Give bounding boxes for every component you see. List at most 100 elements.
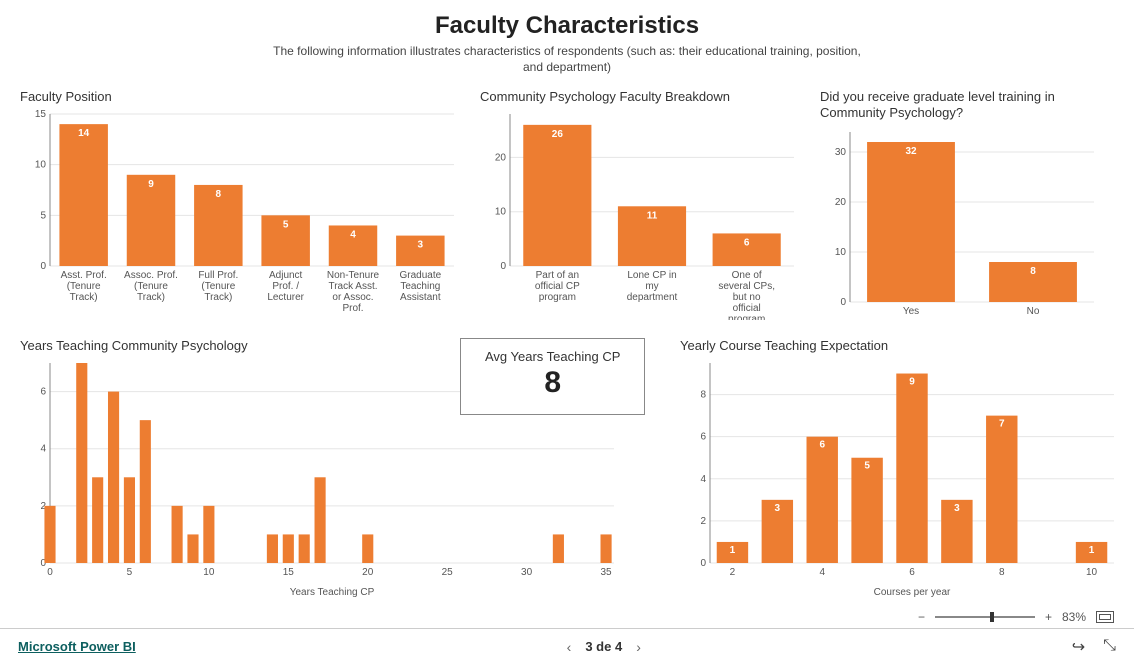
chart-title: Community Psychology Faculty Breakdown bbox=[480, 89, 800, 104]
svg-text:8: 8 bbox=[1030, 266, 1036, 277]
chart-grad-training[interactable]: Did you receive graduate level training … bbox=[820, 89, 1100, 328]
svg-text:4: 4 bbox=[40, 443, 46, 454]
svg-text:5: 5 bbox=[127, 567, 133, 578]
svg-text:Prof. /: Prof. / bbox=[272, 281, 299, 292]
svg-text:20: 20 bbox=[835, 197, 847, 208]
svg-text:26: 26 bbox=[552, 129, 564, 140]
chart-svg: 05101514Asst. Prof.(TenureTrack)9Assoc. … bbox=[20, 110, 460, 320]
svg-text:Track): Track) bbox=[137, 292, 165, 303]
svg-text:5: 5 bbox=[40, 211, 46, 222]
zoom-in-button[interactable]: + bbox=[1045, 610, 1052, 624]
avg-years-card[interactable]: Avg Years Teaching CP 8 bbox=[460, 338, 645, 415]
card-value: 8 bbox=[485, 366, 620, 400]
svg-text:8: 8 bbox=[216, 189, 222, 200]
svg-text:4: 4 bbox=[819, 567, 825, 578]
zoom-bar: − + 83% bbox=[0, 604, 1134, 624]
fit-to-page-icon[interactable] bbox=[1096, 611, 1114, 623]
svg-text:(Tenure: (Tenure bbox=[67, 281, 101, 292]
svg-text:30: 30 bbox=[521, 567, 533, 578]
svg-text:6: 6 bbox=[700, 431, 706, 442]
svg-text:30: 30 bbox=[835, 147, 847, 158]
svg-text:0: 0 bbox=[700, 558, 706, 569]
svg-text:or Assoc.: or Assoc. bbox=[332, 292, 373, 303]
svg-text:Full Prof.: Full Prof. bbox=[198, 270, 238, 281]
svg-text:program: program bbox=[539, 292, 576, 303]
svg-text:0: 0 bbox=[47, 567, 53, 578]
svg-text:9: 9 bbox=[148, 179, 154, 190]
svg-text:4: 4 bbox=[350, 230, 356, 241]
svg-text:2: 2 bbox=[730, 567, 736, 578]
chart-faculty-position[interactable]: Faculty Position 05101514Asst. Prof.(Ten… bbox=[20, 89, 460, 328]
svg-text:3: 3 bbox=[418, 240, 424, 251]
svg-text:10: 10 bbox=[35, 160, 47, 171]
svg-text:No: No bbox=[1027, 306, 1040, 317]
svg-text:One of: One of bbox=[732, 270, 762, 281]
zoom-out-button[interactable]: − bbox=[918, 610, 925, 624]
chart-cp-breakdown[interactable]: Community Psychology Faculty Breakdown 0… bbox=[480, 89, 800, 328]
svg-text:Non-Tenure: Non-Tenure bbox=[327, 270, 380, 281]
fullscreen-icon[interactable]: ⤡ bbox=[1103, 637, 1116, 657]
svg-text:25: 25 bbox=[442, 567, 454, 578]
svg-text:8: 8 bbox=[999, 567, 1005, 578]
svg-text:4: 4 bbox=[700, 473, 706, 484]
svg-text:Prof.: Prof. bbox=[342, 303, 363, 314]
svg-text:(Tenure: (Tenure bbox=[134, 281, 168, 292]
svg-text:Part of an: Part of an bbox=[536, 270, 579, 281]
powerbi-link[interactable]: Microsoft Power BI bbox=[18, 639, 136, 654]
svg-text:3: 3 bbox=[954, 503, 960, 514]
svg-text:Lone CP in: Lone CP in bbox=[627, 270, 676, 281]
page-subtitle: The following information illustrates ch… bbox=[267, 44, 867, 75]
svg-text:Adjunct: Adjunct bbox=[269, 270, 303, 281]
svg-text:5: 5 bbox=[283, 220, 289, 231]
svg-text:Yes: Yes bbox=[903, 306, 919, 317]
svg-text:1: 1 bbox=[730, 545, 736, 556]
svg-text:Courses per year: Courses per year bbox=[874, 587, 951, 598]
svg-text:Lecturer: Lecturer bbox=[267, 292, 304, 303]
footer-actions: ↪ ⤡ bbox=[1072, 637, 1116, 657]
bottom-row: Years Teaching Community Psychology 0246… bbox=[20, 338, 1114, 604]
svg-text:10: 10 bbox=[835, 247, 847, 258]
svg-text:0: 0 bbox=[40, 261, 46, 272]
svg-text:11: 11 bbox=[647, 210, 658, 221]
svg-text:but no: but no bbox=[733, 292, 761, 303]
svg-text:Track): Track) bbox=[70, 292, 98, 303]
prev-page-button[interactable]: ‹ bbox=[567, 639, 572, 655]
zoom-thumb[interactable] bbox=[990, 612, 994, 622]
svg-text:20: 20 bbox=[495, 153, 507, 164]
next-page-button[interactable]: › bbox=[636, 639, 641, 655]
share-icon[interactable]: ↪ bbox=[1072, 637, 1085, 657]
svg-text:(Tenure: (Tenure bbox=[201, 281, 235, 292]
svg-text:Graduate: Graduate bbox=[399, 270, 441, 281]
svg-text:10: 10 bbox=[495, 207, 507, 218]
footer: Microsoft Power BI ‹ 3 de 4 › ↪ ⤡ bbox=[0, 628, 1134, 665]
chart-title: Did you receive graduate level training … bbox=[820, 89, 1100, 122]
zoom-percent: 83% bbox=[1062, 610, 1086, 624]
dashboard-page: Faculty Characteristics The following in… bbox=[0, 0, 1134, 604]
svg-text:7: 7 bbox=[999, 418, 1005, 429]
svg-text:15: 15 bbox=[283, 567, 295, 578]
top-row: Faculty Position 05101514Asst. Prof.(Ten… bbox=[20, 89, 1114, 328]
chart-course-expectation[interactable]: Yearly Course Teaching Expectation 02468… bbox=[680, 338, 1120, 604]
svg-text:5: 5 bbox=[864, 460, 870, 471]
page-indicator: 3 de 4 bbox=[585, 639, 622, 654]
page-label: 3 de 4 bbox=[585, 639, 622, 654]
svg-text:Assoc. Prof.: Assoc. Prof. bbox=[124, 270, 178, 281]
svg-text:3: 3 bbox=[775, 503, 781, 514]
svg-text:several CPs,: several CPs, bbox=[718, 281, 775, 292]
svg-text:Years Teaching CP: Years Teaching CP bbox=[290, 587, 375, 598]
svg-text:10: 10 bbox=[203, 567, 215, 578]
svg-text:Teaching: Teaching bbox=[400, 281, 440, 292]
zoom-slider[interactable] bbox=[935, 616, 1035, 618]
svg-text:Track Asst.: Track Asst. bbox=[328, 281, 377, 292]
pager: ‹ 3 de 4 › bbox=[567, 639, 641, 655]
svg-text:6: 6 bbox=[744, 238, 750, 249]
svg-text:Asst. Prof.: Asst. Prof. bbox=[61, 270, 107, 281]
svg-text:14: 14 bbox=[78, 128, 90, 139]
chart-svg: 0102026Part of anofficial CPprogram11Lon… bbox=[480, 110, 800, 320]
svg-text:Assistant: Assistant bbox=[400, 292, 441, 303]
svg-text:0: 0 bbox=[840, 297, 846, 308]
svg-text:official: official bbox=[733, 303, 761, 314]
svg-text:program: program bbox=[728, 314, 765, 320]
svg-text:20: 20 bbox=[362, 567, 374, 578]
svg-text:35: 35 bbox=[600, 567, 612, 578]
